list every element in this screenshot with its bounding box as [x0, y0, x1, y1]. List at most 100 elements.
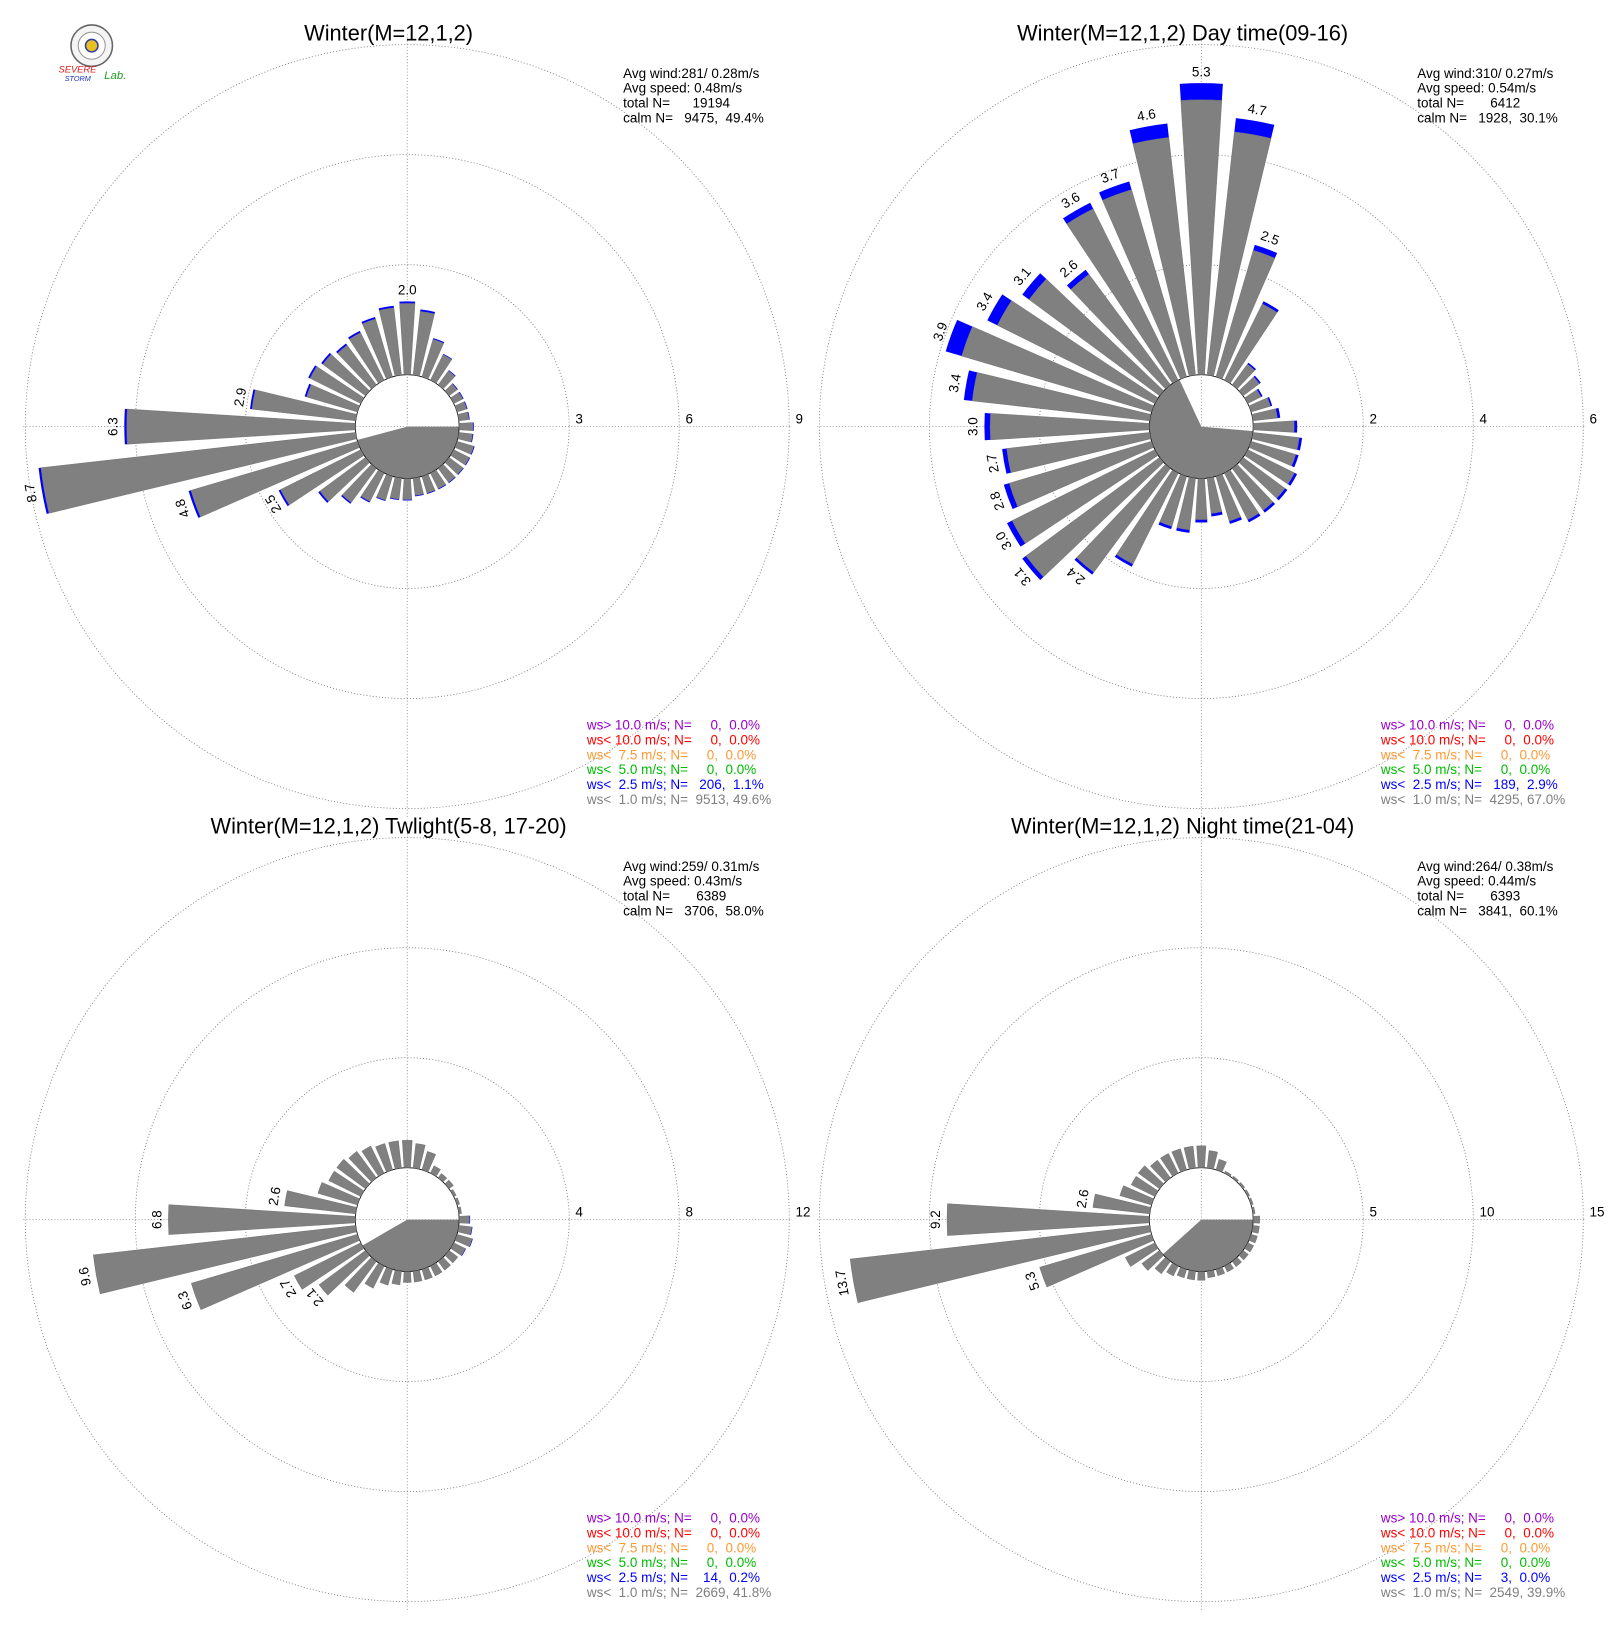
bar-segment [391, 1269, 402, 1286]
bar-segment [465, 457, 471, 466]
bar-segment [1247, 513, 1261, 523]
bar-label: 2.5 [1259, 228, 1282, 249]
bar-segment [1066, 208, 1179, 384]
wind-rose: 3 6 9 2.0 2.5 4.8 8.7 6.3 2.9 Winter(M=12,1,2) Avg… [22, 20, 803, 819]
legend-entry: ws< 2.5 m/s; N= 14, 0.2% [586, 1570, 760, 1585]
bar-segment [278, 489, 290, 507]
info-text: Avg speed: 0.54m/s [1417, 81, 1536, 96]
bar-segment [1007, 520, 1026, 547]
r-tick-label: 12 [795, 1205, 810, 1220]
bar-segment [1262, 301, 1279, 313]
bar-segment [1011, 449, 1159, 544]
bar-label: 2.6 [266, 1186, 284, 1207]
bar-label: 13.7 [833, 1269, 852, 1297]
bar-segment [469, 1238, 473, 1248]
bar-segment [454, 401, 468, 413]
bar-segment [1066, 269, 1089, 290]
bar-segment [376, 473, 393, 501]
bar-segment [1275, 407, 1281, 419]
bar-segment [309, 366, 365, 404]
bar-segment [452, 383, 458, 390]
info-text: Avg wind:264/ 0.38m/s [1417, 859, 1553, 874]
bar-segment [1248, 1197, 1254, 1206]
bar-segment [38, 467, 49, 514]
bar-segment [304, 383, 311, 397]
bar-label: 4.8 [172, 497, 193, 520]
bar-segment [443, 353, 453, 360]
bar-segment [1231, 363, 1256, 390]
bar-label: 3.6 [1059, 189, 1083, 211]
grid-ring [818, 44, 1584, 809]
bar-segment [1002, 448, 1011, 474]
grid-ring [134, 947, 680, 1492]
bar-segment [1166, 1262, 1179, 1277]
bar-segment [1215, 1159, 1227, 1173]
calm-wedge [1162, 1219, 1254, 1272]
bar-label: 5.3 [1022, 1270, 1043, 1293]
calm-wedge [357, 426, 460, 479]
bar-segment [328, 1170, 365, 1197]
bar-segment [402, 478, 413, 500]
panel-title: Winter(M=12,1,2) Night time(21-04) [1011, 813, 1354, 838]
bar-segment [430, 1165, 441, 1177]
bar-segment [1129, 123, 1169, 144]
bar-segment [459, 391, 464, 399]
bar-segment [124, 408, 128, 445]
bar-segment [336, 1158, 370, 1190]
bar-segment [1238, 457, 1286, 499]
bar-segment [1244, 1189, 1250, 1197]
info-text: Avg wind:281/ 0.28m/s [623, 66, 759, 81]
bar-segment [1247, 362, 1257, 371]
legend-entry: ws< 1.0 m/s; N= 4295, 67.0% [1380, 792, 1565, 807]
bar-label: 2.8 [987, 490, 1008, 513]
calm-wedge [1149, 379, 1254, 479]
bar-segment [1197, 1271, 1206, 1281]
bar-segment [1251, 432, 1300, 450]
bar-segment [457, 467, 464, 476]
bar-segment [1251, 1225, 1260, 1234]
legend-entry: ws< 7.5 m/s; N= 0, 0.0% [586, 747, 756, 762]
info-text: total N= 6393 [1417, 889, 1520, 904]
logo-text: STORM [65, 74, 92, 83]
bar-segment [375, 1143, 393, 1173]
legend-entry: ws< 2.5 m/s; N= 206, 1.1% [586, 777, 764, 792]
bar-segment [450, 1189, 457, 1197]
info-text: Avg speed: 0.43m/s [623, 874, 742, 889]
bar-segment [1028, 278, 1164, 397]
bar-segment [402, 1140, 413, 1168]
bar-segment [399, 303, 416, 375]
bar-segment [1022, 273, 1047, 300]
bar-segment [1267, 397, 1273, 407]
bar-segment [471, 433, 474, 443]
wind-rose: 5 10 15 5.3 13.7 9.2 2.6 Winter(M=12,1,2) Night… [817, 813, 1605, 1612]
bar-segment [1195, 519, 1208, 523]
bar-segment [1150, 1159, 1171, 1183]
r-tick-label: 5 [1369, 1205, 1377, 1220]
bar-segment [438, 484, 447, 490]
bar-segment [1224, 1170, 1232, 1177]
bar-segment [1294, 420, 1298, 433]
bar-label: 3.4 [973, 289, 996, 313]
bar-segment [1196, 1145, 1207, 1168]
legend-entry: ws< 5.0 m/s; N= 0, 0.0% [586, 1555, 756, 1570]
bar-segment [336, 343, 348, 354]
bar-segment [1076, 463, 1171, 573]
bar-segment [1244, 449, 1295, 485]
bar-segment [188, 490, 201, 518]
bar-segment [849, 1225, 1152, 1303]
bar-segment [971, 372, 1152, 421]
legend-entry: ws< 7.5 m/s; N= 0, 0.0% [1380, 1540, 1550, 1555]
bar-segment [1154, 1256, 1171, 1275]
bar-segment [1215, 1266, 1225, 1276]
bar-segment [1276, 488, 1288, 501]
bar-segment [448, 476, 456, 484]
bar-segment [1158, 522, 1172, 530]
bar-segment [360, 469, 385, 502]
bar-segment [1160, 1153, 1179, 1177]
bar-segment [430, 354, 453, 384]
info-text: Avg speed: 0.48m/s [623, 81, 742, 96]
r-tick-label: 4 [575, 1205, 583, 1220]
info-text: total N= 6389 [623, 889, 726, 904]
r-tick-label: 9 [795, 411, 802, 426]
